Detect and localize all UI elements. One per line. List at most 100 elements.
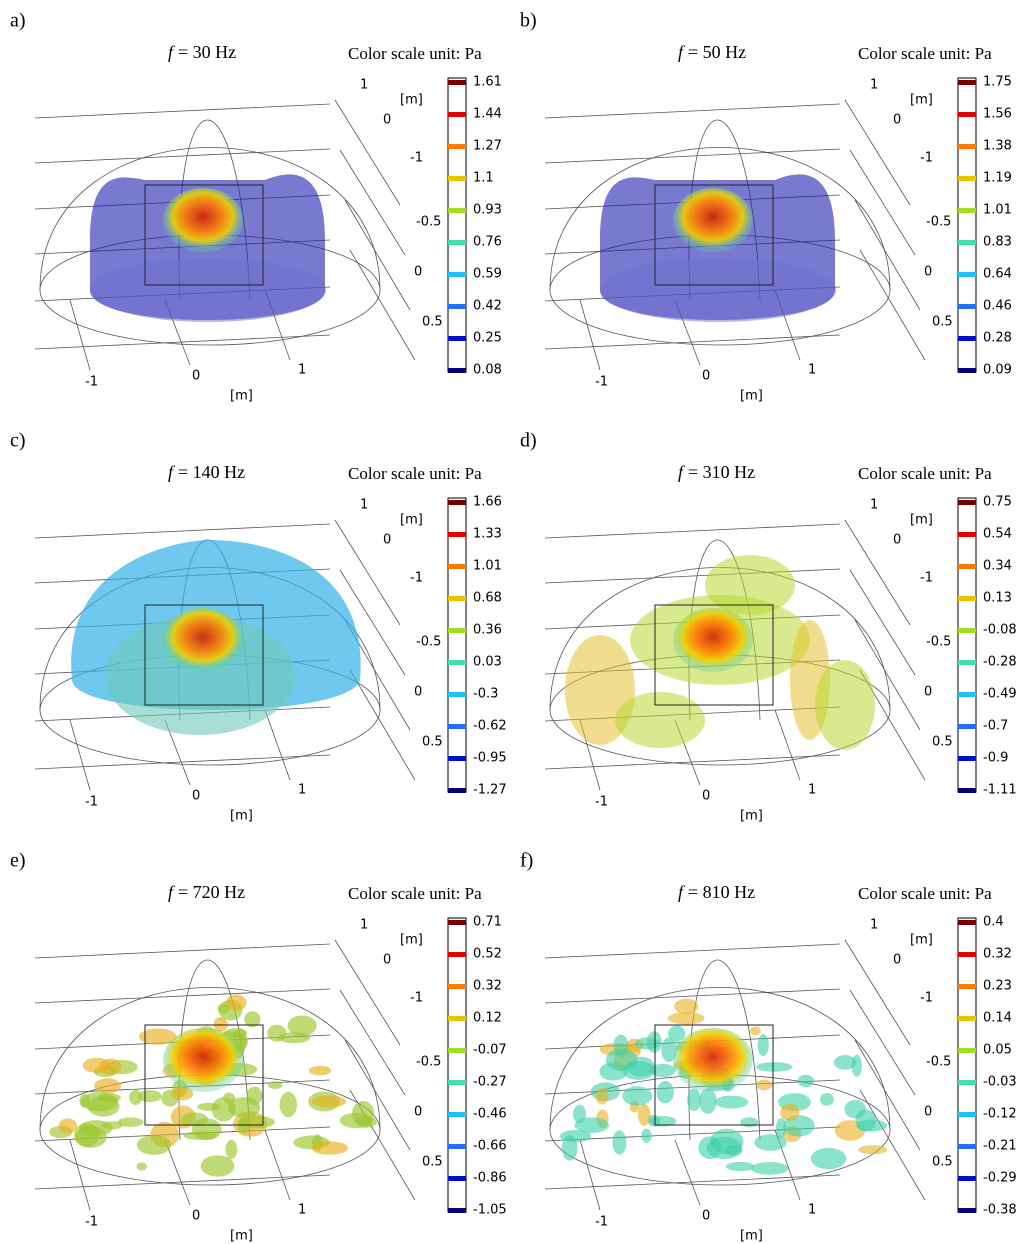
colorbar-tick-label: 0.12 [473, 1011, 502, 1026]
isosurface-blob [758, 1034, 769, 1056]
axis-tick-label: [m] [740, 1229, 763, 1244]
grid-line [265, 710, 290, 780]
axis-tick-label: 0 [893, 533, 901, 548]
axis-tick-label: [m] [910, 513, 933, 528]
isosurface-blob [94, 1078, 121, 1093]
colorbar-tick-label: 1.38 [983, 139, 1012, 154]
panel: 1[m]0-1-0.500.5-101[m]f)f= 810 HzColor s… [520, 850, 1017, 1244]
colorbar-swatch [958, 788, 976, 793]
colorbar-swatch [958, 272, 976, 277]
panel: 1[m]0-1-0.500.5-101[m]e)f= 720 HzColor s… [10, 850, 507, 1244]
colorbar-swatch [958, 144, 976, 149]
colorbar-swatch [448, 628, 466, 633]
colorbar-tick-label: 0.76 [473, 235, 502, 250]
colorbar-swatch [448, 724, 466, 729]
panel-title: f= 140 Hz [168, 462, 245, 482]
colorbar-tick-label: -0.28 [983, 655, 1017, 670]
isosurface [90, 174, 326, 322]
axis-tick-label: 0.5 [932, 735, 953, 750]
axis-tick-label: 1 [808, 363, 816, 378]
colorbar-swatch [448, 240, 466, 245]
isosurface-blob [218, 1003, 230, 1014]
isosurface-blob [309, 1066, 331, 1076]
hot-spot [163, 188, 243, 252]
axis-tick-label: 1 [360, 918, 368, 933]
panel: 1[m]0-1-0.500.5-101[m]b)f= 50 HzColor sc… [520, 10, 1012, 404]
colorbar-tick-label: -0.66 [473, 1139, 507, 1154]
colorbar-frame [448, 918, 466, 1212]
axis-tick-label: 0 [414, 265, 422, 280]
frequency-symbol: f [168, 462, 176, 482]
grid-line [850, 570, 915, 675]
isosurface-blob [856, 1120, 887, 1132]
isosurface-blob [268, 1081, 283, 1089]
colorbar-swatch [448, 272, 466, 277]
isosurface-blob [674, 999, 698, 1014]
isosurface-blob [798, 1075, 815, 1087]
isosurface-blob [638, 1104, 651, 1126]
colorbar-tick-label: -0.9 [983, 751, 1008, 766]
colorbar-swatch [448, 596, 466, 601]
colorbar-tick-label: 1.27 [473, 139, 502, 154]
isosurface-blob [81, 1092, 118, 1111]
isosurface-blob [137, 1162, 147, 1170]
panel-label: f) [520, 850, 533, 872]
grid-line [350, 250, 415, 360]
colorbar-tick-label: 0.34 [983, 559, 1012, 574]
colorbar-swatch [448, 176, 466, 181]
frequency-symbol: f [678, 882, 686, 902]
axis-tick-label: [m] [910, 93, 933, 108]
axis-tick-label: 1 [360, 78, 368, 93]
grid-line [545, 104, 840, 118]
colorbar: 0.40.320.230.140.05-0.03-0.12-0.21-0.29-… [958, 915, 1017, 1218]
colorbar-tick-label: -0.3 [473, 687, 498, 702]
colorbar-swatch [448, 660, 466, 665]
isosurface-blob [622, 1086, 652, 1105]
colorbar-frame [958, 498, 976, 792]
isosurface-lobe [705, 555, 795, 615]
colorbar-swatch [448, 984, 466, 989]
grid-line [35, 1175, 330, 1189]
grid-line [545, 335, 840, 349]
axis-tick-label: -1 [595, 795, 608, 810]
axis-tick-label: -1 [920, 991, 933, 1006]
isosurface-blob [83, 1058, 111, 1073]
colorbar-tick-label: 0.4 [983, 915, 1004, 930]
isosurface-blob [707, 1137, 742, 1159]
grid-line [855, 1040, 920, 1150]
isosurface-blob [635, 1037, 660, 1049]
axis-tick-label: 0.5 [932, 1155, 953, 1170]
panel-label: d) [520, 430, 537, 452]
isosurface [600, 174, 836, 322]
colorbar-swatch [958, 176, 976, 181]
axis-tick-label: 0 [192, 369, 200, 384]
panel-label: b) [520, 10, 537, 32]
colorbar-swatch [958, 756, 976, 761]
axis-tick-label: 0 [383, 953, 391, 968]
isosurface-blob [726, 1162, 754, 1171]
axis-tick-label: -0.5 [416, 1055, 441, 1070]
isosurface [49, 994, 377, 1176]
colorbar-tick-label: -1.27 [473, 783, 507, 798]
colorbar-tick-label: 0.93 [473, 203, 502, 218]
colorbar-tick-label: -0.38 [983, 1203, 1017, 1218]
color-scale-unit: Color scale unit: Pa [858, 464, 992, 483]
colorbar-tick-label: 1.61 [473, 75, 502, 90]
isosurface-floor [90, 258, 326, 322]
color-scale-unit: Color scale unit: Pa [348, 884, 482, 903]
isosurface-floor [600, 258, 836, 322]
axis-tick-label: 0 [414, 1105, 422, 1120]
axis-tick-label: -1 [85, 375, 98, 390]
axis-tick-label: [m] [740, 389, 763, 404]
colorbar: 0.710.520.320.12-0.07-0.27-0.46-0.66-0.8… [448, 915, 507, 1218]
axis-tick-label: 0 [924, 265, 932, 280]
isosurface [565, 555, 875, 750]
colorbar-tick-label: 0.23 [983, 979, 1012, 994]
colorbar-swatch [448, 1112, 466, 1117]
grid-line [70, 1140, 90, 1210]
isosurface-lobe [615, 692, 705, 748]
axis-tick-label: 1 [808, 1203, 816, 1218]
axis-tick-label: 0 [893, 113, 901, 128]
colorbar-tick-label: 0.14 [983, 1011, 1012, 1026]
grid-line [545, 755, 840, 769]
